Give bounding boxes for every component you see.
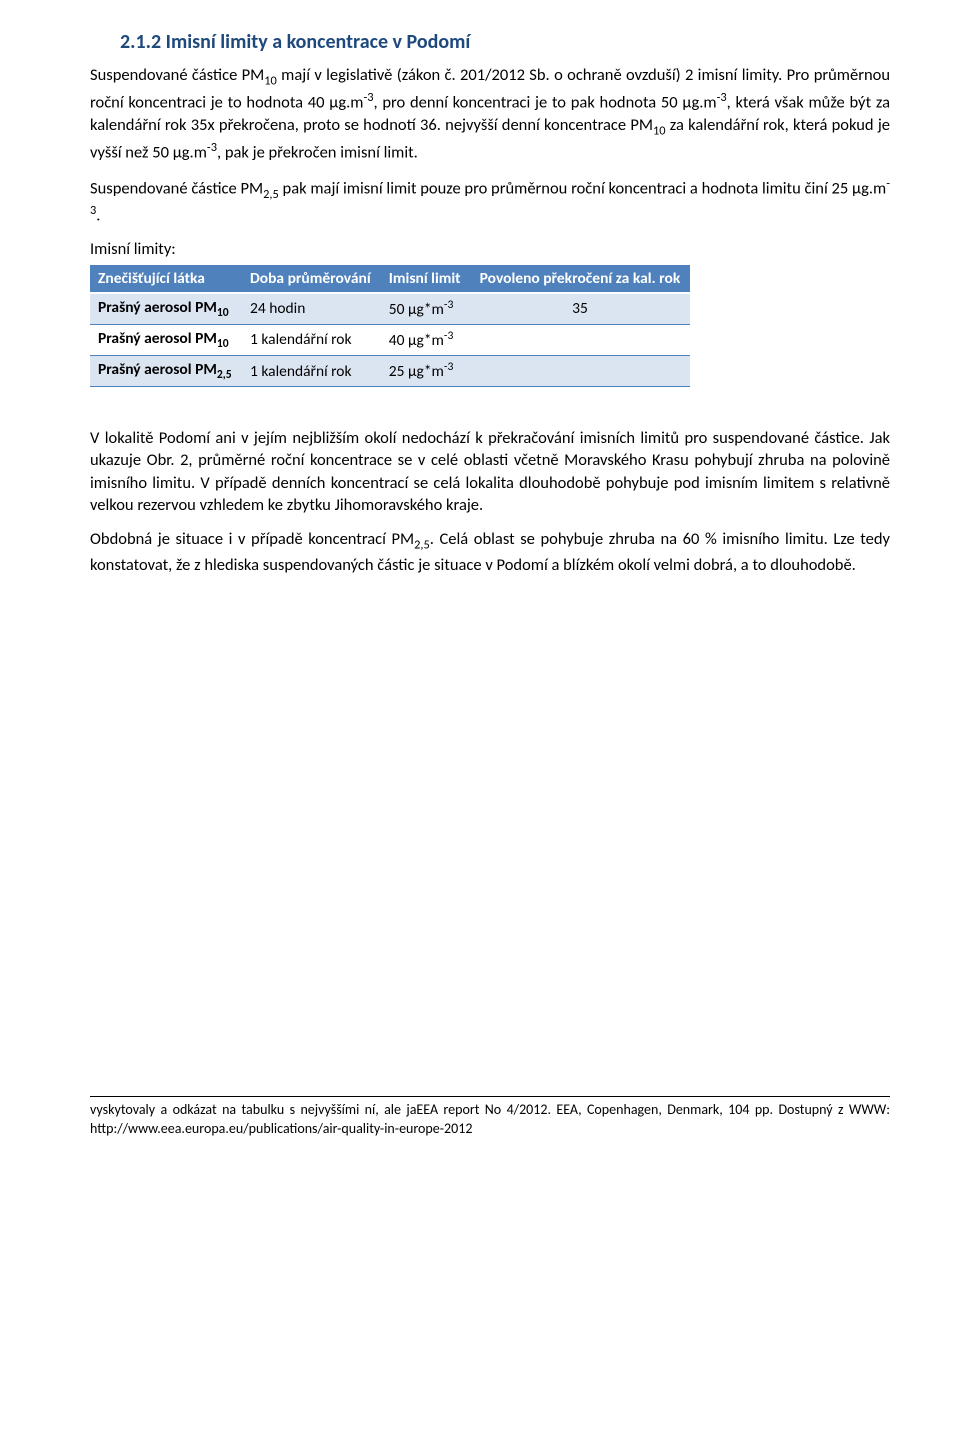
table-header-row: Znečišťující látka Doba průměrování Imis… (90, 265, 690, 293)
table-row: Prašný aerosol PM10 1 kalendářní rok 40 … (90, 324, 690, 355)
col-limit: Imisní limit (381, 265, 470, 293)
paragraph-3: V lokalitě Podomí ani v jejím nejbližším… (90, 427, 890, 516)
cell-latka: Prašný aerosol PM10 (90, 324, 242, 355)
limits-table: Znečišťující látka Doba průměrování Imis… (90, 265, 690, 387)
cell-limit: 40 µg*m-3 (381, 324, 470, 355)
table-row: Prašný aerosol PM2,5 1 kalendářní rok 25… (90, 355, 690, 386)
paragraph-4: Obdobná je situace i v případě koncentra… (90, 528, 890, 576)
limits-label: Imisní limity: (90, 239, 890, 259)
col-povoleno: Povoleno překročení za kal. rok (470, 265, 690, 293)
footnote-text: vyskytovaly a odkázat na tabulku s nejvy… (90, 1101, 890, 1139)
table-row: Prašný aerosol PM10 24 hodin 50 µg*m-3 3… (90, 293, 690, 325)
paragraph-2: Suspendované částice PM2,5 pak mají imis… (90, 176, 890, 227)
cell-latka: Prašný aerosol PM2,5 (90, 355, 242, 386)
cell-latka: Prašný aerosol PM10 (90, 293, 242, 325)
paragraph-1: Suspendované částice PM10 mají v legisla… (90, 64, 890, 164)
col-doba: Doba průměrování (242, 265, 381, 293)
cell-povoleno: 35 (470, 293, 690, 325)
cell-povoleno (470, 355, 690, 386)
cell-doba: 24 hodin (242, 293, 381, 325)
cell-limit: 50 µg*m-3 (381, 293, 470, 325)
section-heading: 2.1.2 Imisní limity a koncentrace v Podo… (90, 30, 890, 54)
cell-doba: 1 kalendářní rok (242, 324, 381, 355)
footnote-separator (90, 1096, 890, 1097)
cell-limit: 25 µg*m-3 (381, 355, 470, 386)
col-latka: Znečišťující látka (90, 265, 242, 293)
cell-doba: 1 kalendářní rok (242, 355, 381, 386)
page: 2.1.2 Imisní limity a koncentrace v Podo… (0, 0, 960, 1169)
cell-povoleno (470, 324, 690, 355)
